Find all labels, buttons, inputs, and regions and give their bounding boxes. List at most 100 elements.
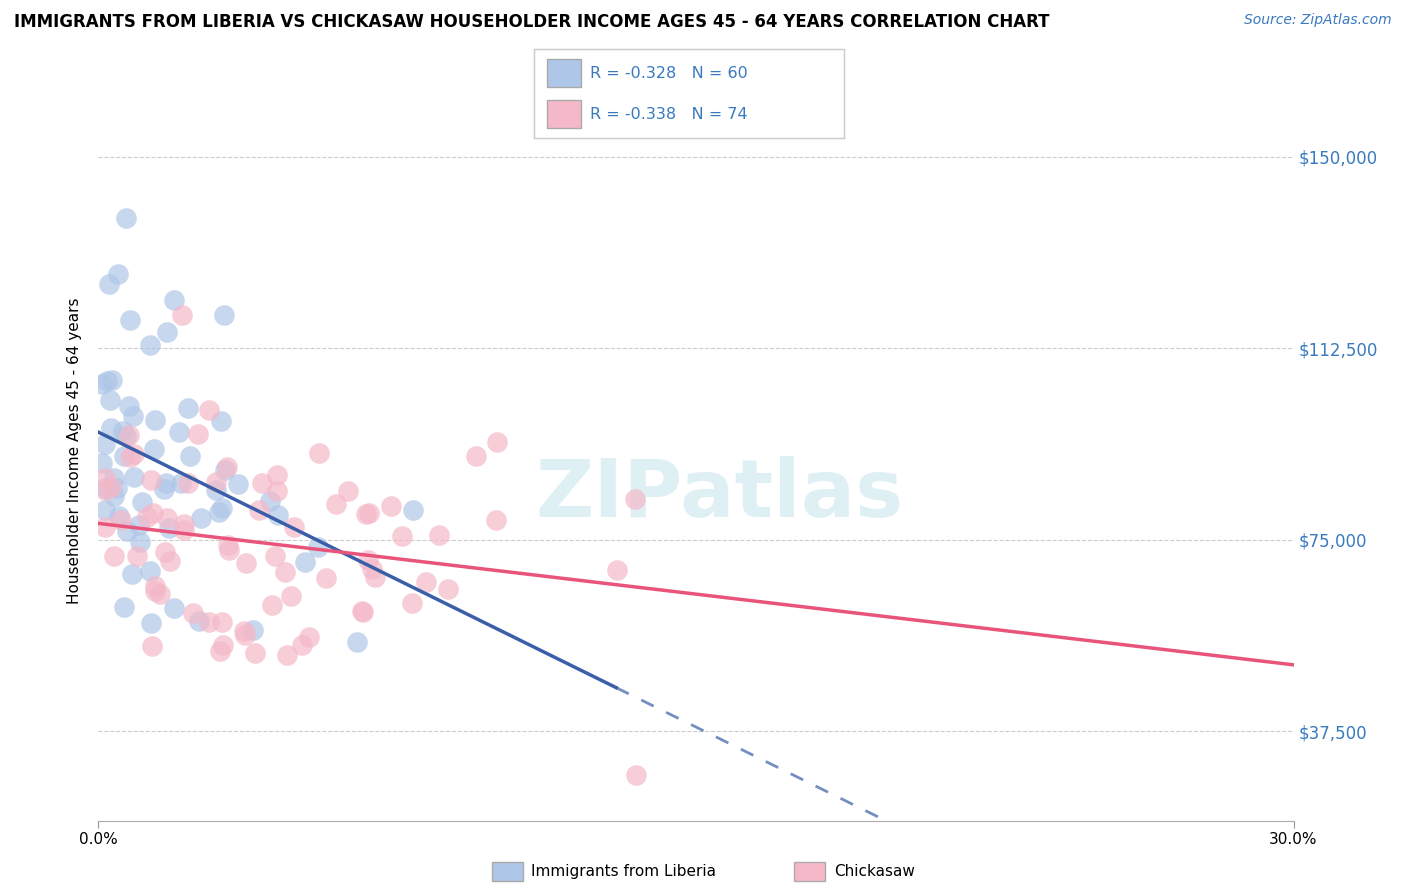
Point	[402, 503, 425, 517]
Point	[218, 543, 240, 558]
Point	[208, 644, 231, 658]
Point	[401, 596, 423, 610]
Point	[143, 442, 166, 456]
Point	[173, 517, 195, 532]
Point	[125, 549, 148, 563]
Point	[143, 584, 166, 599]
Point	[294, 555, 316, 569]
Point	[115, 211, 138, 226]
Point	[247, 502, 270, 516]
Point	[122, 446, 145, 460]
Text: Immigrants from Liberia: Immigrants from Liberia	[531, 864, 717, 879]
Point	[243, 646, 266, 660]
Point	[280, 590, 302, 604]
Point	[233, 628, 256, 642]
Point	[315, 571, 337, 585]
Point	[197, 403, 219, 417]
Point	[211, 615, 233, 629]
Point	[139, 338, 162, 352]
Point	[204, 483, 226, 497]
Point	[172, 308, 194, 322]
Point	[142, 506, 165, 520]
Point	[298, 631, 321, 645]
Point	[94, 471, 117, 485]
Point	[157, 521, 180, 535]
Point	[205, 475, 228, 489]
Point	[623, 492, 645, 507]
Point	[346, 635, 368, 649]
Point	[118, 428, 141, 442]
Point	[163, 601, 186, 615]
Text: Chickasaw: Chickasaw	[834, 864, 915, 879]
Point	[163, 293, 186, 307]
Point	[103, 489, 125, 503]
Point	[170, 476, 193, 491]
Point	[128, 517, 150, 532]
Point	[159, 554, 181, 568]
Point	[98, 277, 121, 292]
Point	[266, 468, 288, 483]
Point	[177, 401, 200, 416]
Point	[266, 508, 288, 522]
Point	[155, 475, 177, 490]
Point	[112, 424, 135, 438]
Point	[112, 599, 135, 614]
Point	[94, 481, 117, 495]
Point	[107, 268, 129, 282]
Point	[156, 511, 179, 525]
Point	[364, 570, 387, 584]
Point	[214, 463, 236, 477]
Point	[485, 435, 508, 450]
Point	[415, 574, 437, 589]
Point	[91, 457, 114, 471]
Point	[136, 509, 159, 524]
Point	[131, 495, 153, 509]
Point	[110, 513, 132, 527]
Point	[233, 624, 256, 638]
Point	[626, 767, 648, 781]
Point	[149, 587, 172, 601]
Point	[336, 483, 359, 498]
Point	[181, 607, 204, 621]
Point	[212, 308, 235, 322]
Text: R = -0.338   N = 74: R = -0.338 N = 74	[591, 107, 748, 121]
Point	[139, 565, 162, 579]
Point	[153, 482, 176, 496]
Point	[242, 623, 264, 637]
Point	[187, 426, 209, 441]
Point	[118, 399, 141, 413]
Point	[283, 520, 305, 534]
Point	[274, 565, 297, 579]
Point	[361, 562, 384, 576]
Point	[307, 540, 329, 554]
Point	[122, 469, 145, 483]
Point	[121, 566, 143, 581]
Point	[357, 506, 380, 520]
Point	[153, 545, 176, 559]
Text: R = -0.328   N = 60: R = -0.328 N = 60	[591, 66, 748, 80]
Point	[190, 510, 212, 524]
Point	[262, 598, 284, 612]
Point	[156, 325, 179, 339]
Point	[145, 579, 167, 593]
Point	[141, 640, 163, 654]
Point	[105, 481, 128, 495]
Point	[98, 393, 121, 408]
Point	[264, 549, 287, 563]
Point	[188, 614, 211, 628]
Point	[354, 507, 377, 521]
Point	[94, 483, 117, 498]
Point	[129, 535, 152, 549]
Point	[167, 425, 190, 440]
Point	[118, 450, 141, 464]
Point	[115, 524, 138, 538]
Point	[100, 480, 122, 494]
Point	[177, 475, 200, 490]
Point	[143, 413, 166, 427]
Point	[276, 648, 298, 662]
Y-axis label: Householder Income Ages 45 - 64 years: Householder Income Ages 45 - 64 years	[67, 297, 83, 604]
Text: ZIPatlas: ZIPatlas	[536, 456, 904, 534]
Point	[212, 638, 235, 652]
Text: Source: ZipAtlas.com: Source: ZipAtlas.com	[1244, 13, 1392, 28]
Point	[141, 615, 163, 630]
